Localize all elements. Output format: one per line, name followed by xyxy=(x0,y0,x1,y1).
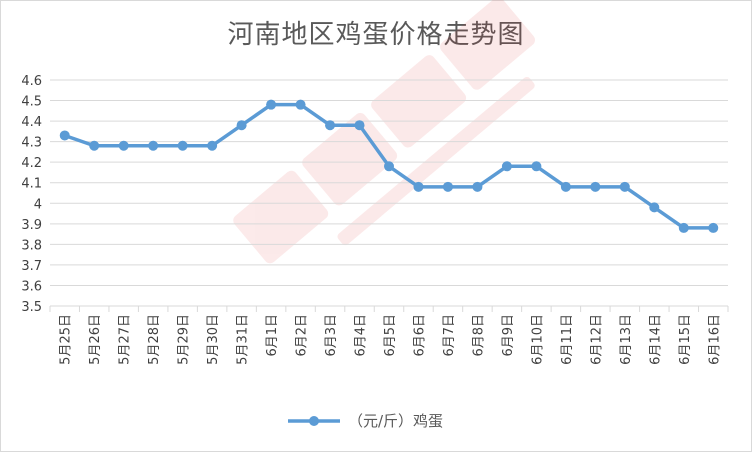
y-tick-label: 4.2 xyxy=(21,156,42,171)
x-tick-label: 6月14日 xyxy=(648,314,663,365)
y-tick-label: 3.7 xyxy=(21,259,42,274)
y-tick-label: 4.4 xyxy=(21,115,42,130)
x-tick-label: 6月5日 xyxy=(383,314,398,357)
x-tick-label: 5月28日 xyxy=(147,314,162,365)
data-point xyxy=(295,99,306,110)
data-point xyxy=(177,140,188,151)
data-point xyxy=(619,181,630,192)
x-axis-ticks: 5月25日 5月26日 5月27日 5月28日 5月29日 5月30日 5月31日 6月1日 6… xyxy=(49,306,729,365)
x-tick-label: 6月9日 xyxy=(501,314,516,357)
data-point xyxy=(89,140,100,151)
x-tick-label: 6月3日 xyxy=(324,314,339,357)
data-point xyxy=(590,181,601,192)
x-tick-label: 5月30日 xyxy=(206,314,221,365)
x-tick-label: 6月10日 xyxy=(530,314,545,365)
data-point xyxy=(325,120,336,131)
x-tick-label: 6月11日 xyxy=(560,314,575,365)
legend-marker xyxy=(309,416,319,426)
watermark xyxy=(233,0,536,264)
x-tick-label: 6月4日 xyxy=(354,314,369,357)
gridlines xyxy=(50,79,728,307)
y-tick-label: 4.3 xyxy=(21,136,42,151)
x-tick-label: 6月12日 xyxy=(589,314,604,365)
data-point xyxy=(266,99,277,110)
y-tick-label: 3.5 xyxy=(21,300,42,315)
data-point xyxy=(442,181,453,192)
data-point xyxy=(118,140,129,151)
data-point xyxy=(384,161,394,172)
y-tick-label: 4.6 xyxy=(21,74,42,89)
data-point xyxy=(413,181,424,192)
y-tick-label: 4 xyxy=(34,197,42,212)
y-tick-label: 3.6 xyxy=(21,279,42,294)
series-layer xyxy=(59,99,719,233)
data-point xyxy=(649,202,660,213)
x-tick-label: 5月27日 xyxy=(118,314,133,365)
x-tick-label: 6月2日 xyxy=(295,314,310,357)
x-tick-label: 6月15日 xyxy=(678,314,693,365)
data-point xyxy=(59,130,70,141)
data-point xyxy=(472,181,483,192)
x-tick-label: 6月6日 xyxy=(412,314,427,357)
y-tick-label: 3.8 xyxy=(21,238,42,253)
data-point xyxy=(148,140,159,151)
x-tick-label: 5月29日 xyxy=(177,314,192,365)
data-point xyxy=(501,161,512,172)
data-point xyxy=(236,120,247,131)
x-tick-label: 6月16日 xyxy=(707,314,722,365)
data-point xyxy=(560,181,571,192)
x-tick-label: 6月7日 xyxy=(442,314,457,357)
x-tick-label: 6月13日 xyxy=(619,314,634,365)
data-point xyxy=(531,161,542,172)
legend: （元/斤）鸡蛋 xyxy=(288,412,443,430)
data-point xyxy=(708,222,719,233)
y-tick-label: 4.5 xyxy=(21,95,42,110)
data-point xyxy=(678,222,689,233)
y-tick-label: 3.9 xyxy=(21,218,42,233)
x-tick-label: 5月25日 xyxy=(59,314,74,365)
chart-title: 河南地区鸡蛋价格走势图 xyxy=(227,20,525,50)
x-tick-label: 5月26日 xyxy=(88,314,103,365)
data-point xyxy=(354,120,365,131)
legend-label: （元/斤）鸡蛋 xyxy=(348,412,443,430)
data-point xyxy=(207,140,218,151)
y-axis-ticks: 3.5 3.6 3.7 3.8 3.9 4 4.1 4.2 4.3 4.4 4.5 4.6 xyxy=(21,74,42,315)
x-tick-label: 5月31日 xyxy=(236,314,251,365)
y-tick-label: 4.1 xyxy=(21,177,42,192)
x-tick-label: 6月8日 xyxy=(471,314,486,357)
x-tick-label: 6月1日 xyxy=(265,314,280,357)
